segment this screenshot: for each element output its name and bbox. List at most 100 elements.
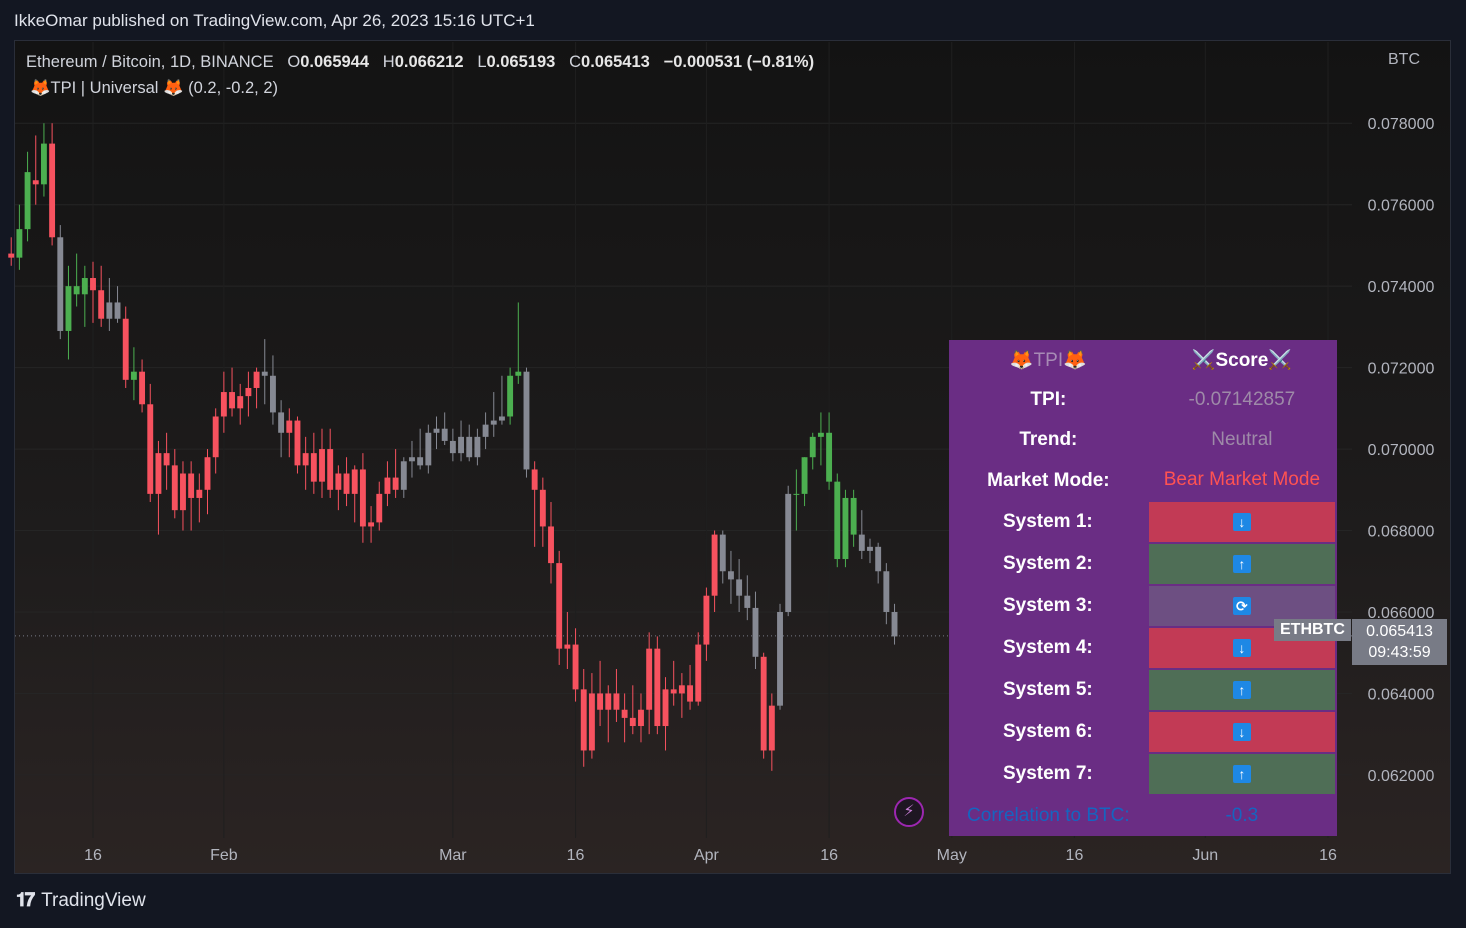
candle-body [155,453,162,494]
refresh-icon: ⟳ [1232,597,1251,615]
candle-body [359,469,366,527]
candle [875,542,882,584]
candle [695,632,702,706]
candle [163,432,170,490]
candle [8,237,15,266]
lightning-icon[interactable]: ⚡ [894,797,924,827]
candle-body [760,656,767,751]
candle-body [294,420,301,466]
candle [212,408,219,474]
last-symbol-label: ETHBTC [1274,619,1351,641]
candle-body [768,705,775,751]
time-tick-label: 16 [1319,847,1337,864]
candle [867,538,873,564]
candle-body [613,693,620,710]
candle-body [605,693,612,710]
time-tick-label: Mar [439,847,467,864]
candle [400,457,407,498]
candle [130,347,137,401]
candle-body [687,685,693,702]
candle [368,506,375,543]
system-label: System 4: [1002,637,1093,658]
candle-body [662,689,669,727]
candle-body [670,689,677,694]
candle [65,265,72,360]
candle-body [384,477,391,494]
candle-body [409,457,415,462]
candle [180,461,186,531]
candle [687,664,693,710]
system-signal: ↑ [1146,668,1338,712]
candle-body [867,546,873,551]
candle-body [572,644,579,690]
candle-body [32,180,39,185]
candle-body [719,534,726,572]
tpi-row-value: Neutral [1211,429,1273,450]
price-tick-label: 0.068000 [1368,524,1435,541]
candle [572,628,579,702]
candle [327,428,334,498]
price-tick-label: 0.066000 [1368,605,1435,622]
candle [16,204,23,270]
candle [384,461,391,507]
correlation-label: Correlation to BTC: [967,804,1130,826]
candle-body [237,396,244,409]
tradingview-brand[interactable]: 𝟏𝟕 TradingView [16,890,146,912]
candle [564,611,571,670]
tpi-row-value: -0.07142857 [1188,389,1296,410]
bar-countdown: 09:43:59 [1368,644,1431,661]
candle [441,412,448,445]
candle-body [441,428,448,441]
candle [703,587,710,661]
time-tick-label: 16 [567,847,585,864]
candle [147,383,154,503]
indicator-legend[interactable]: 🦊TPI | Universal 🦊 (0.2, -0.2, 2) [30,79,279,97]
candle-body [646,648,653,710]
candle-body [523,371,530,470]
candle [752,591,759,670]
time-tick-label: Feb [210,847,238,864]
system-row: System 2: ↑ [949,542,1338,586]
candle-body [65,286,72,331]
price-tick-label: 0.062000 [1368,768,1435,785]
candle-body [327,449,334,490]
candle-body [678,685,685,694]
candle [24,151,31,242]
open-value: 0.065944 [300,53,370,71]
candle [785,485,792,617]
candle [376,481,383,531]
candle-body [24,172,31,230]
candle-body [834,481,841,560]
candle [654,636,661,735]
candle-body [400,461,407,490]
time-tick-label: 16 [1066,847,1084,864]
candle-body [278,412,285,433]
candle-body [16,229,23,258]
candle [793,469,800,531]
candle [98,265,105,327]
candle [343,457,350,507]
time-axis: 16 Feb Mar 16 Apr 16 May 16 Jun 16 [84,847,1337,864]
candle [678,673,685,718]
candle-body [319,449,325,482]
candle-body [597,693,604,710]
candle [711,530,718,612]
candle [588,673,595,759]
tpi-row-value: Bear Market Mode [1163,469,1321,490]
candle-body [188,473,195,498]
candle-body [458,436,464,454]
price-axis: 0.078000 0.076000 0.074000 0.072000 0.070000… [1368,116,1435,785]
candle [768,693,775,771]
score-header: ⚔️Score⚔️ [1191,350,1292,371]
low-value: 0.065193 [486,53,556,71]
system-row: System 1: ↓ [949,500,1338,544]
system-signal: ↓ [1146,710,1338,754]
candle [425,424,432,474]
candle-body [376,493,383,523]
system-row: System 4: ↓ [949,626,1338,670]
candle [826,412,833,490]
candle-body [368,522,375,527]
candle-body [261,371,268,376]
candle [629,685,636,735]
tpi-header: 🦊TPI🦊 [1009,350,1087,371]
